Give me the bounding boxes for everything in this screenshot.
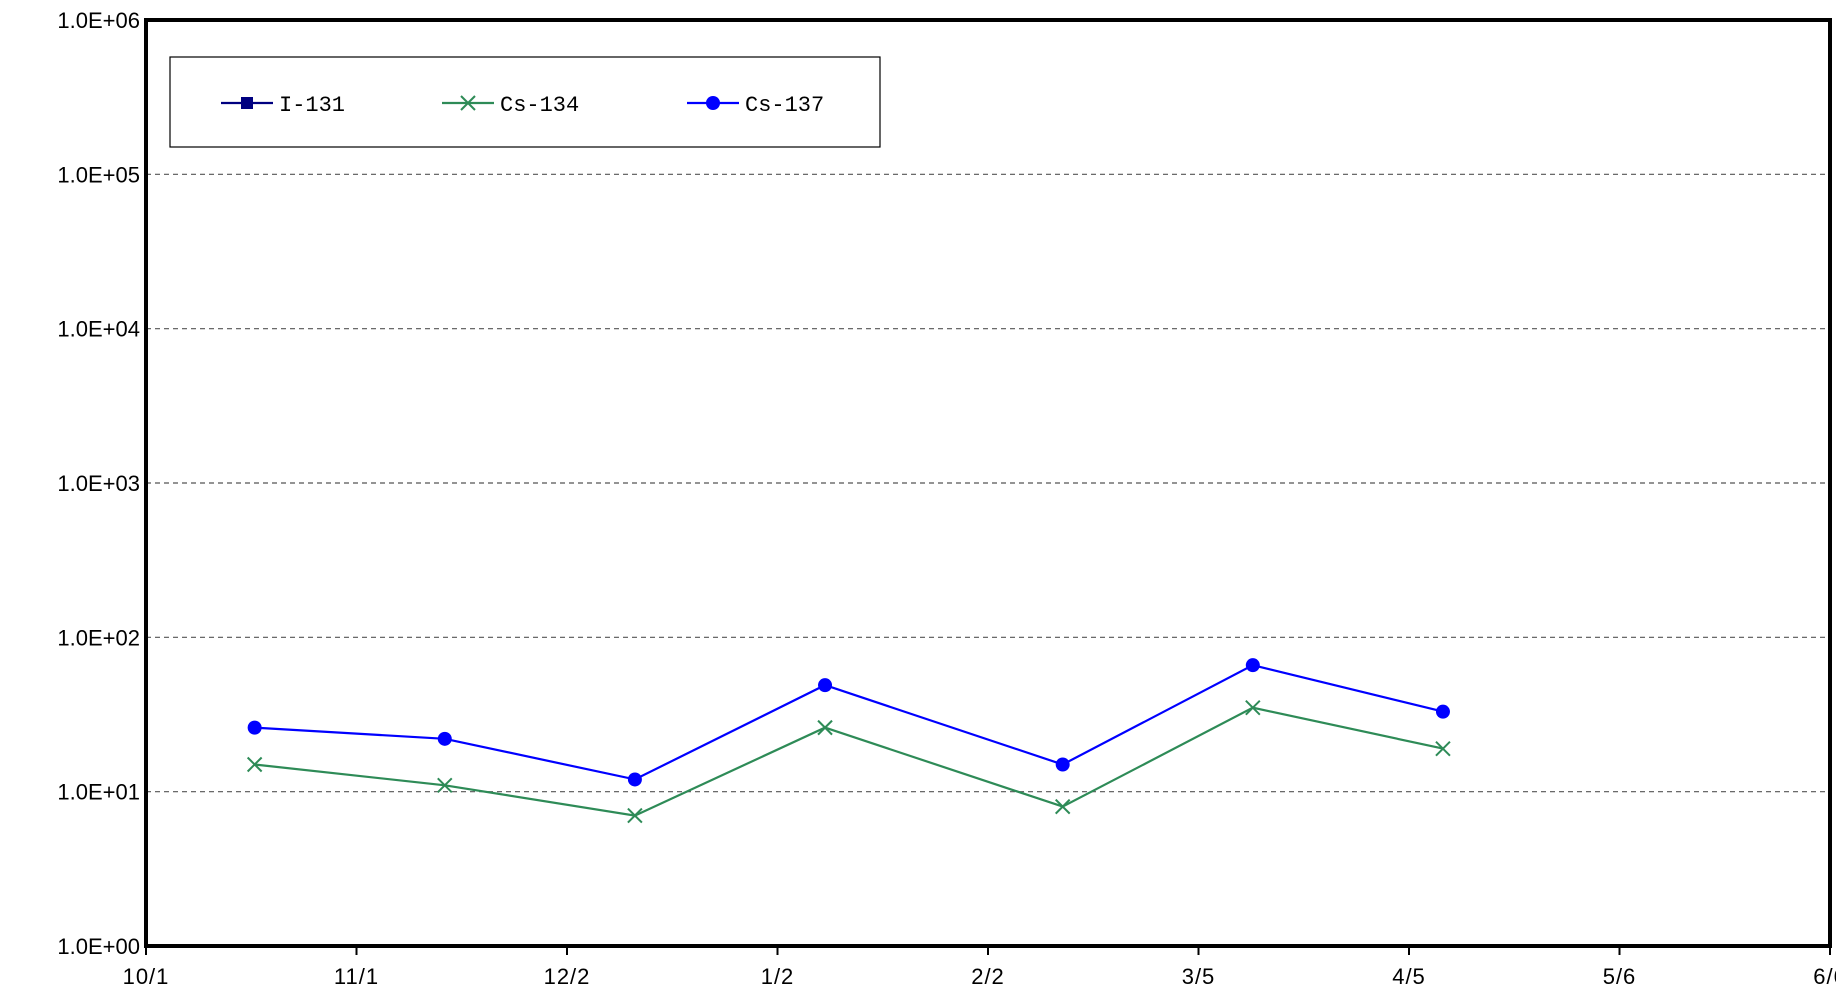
data-point-cs-134 [437, 777, 453, 793]
legend-entry-cs-134: Cs-134 [442, 93, 579, 118]
x-tick-label: 1/2 [761, 964, 795, 989]
legend-marker-cs-134 [460, 95, 476, 111]
x-tick-label: 11/1 [334, 964, 379, 989]
x-tick-label: 4/5 [1392, 964, 1426, 989]
x-tick-label: 3/5 [1182, 964, 1216, 989]
data-point-cs-137 [437, 731, 452, 746]
data-point-cs-137 [818, 678, 833, 693]
series-cs-137 [247, 658, 1450, 787]
legend: I-131 Cs-134 Cs-137 [169, 56, 881, 148]
y-tick-label: 1.0E+04 [57, 317, 140, 342]
data-point-cs-134 [1435, 740, 1451, 757]
data-point-cs-134 [817, 719, 833, 736]
x-tick-label: 6/6 [1813, 964, 1836, 989]
y-tick-label: 1.0E+02 [57, 625, 140, 650]
data-point-cs-137 [1055, 757, 1070, 772]
data-point-cs-134 [1054, 798, 1071, 815]
legend-marker-cs-137 [706, 96, 720, 110]
y-tick-label: 1.0E+01 [57, 780, 140, 805]
legend-marker-i-131 [241, 97, 253, 109]
series-layer [246, 658, 1451, 824]
y-tick-label: 1.0E+00 [57, 934, 140, 959]
x-axis: 10/1 11/1 12/2 1/2 2/2 3/5 4/5 5/6 6/6 [123, 946, 1836, 989]
x-tick-label: 2/2 [971, 964, 1005, 989]
y-tick-label: 1.0E+03 [57, 471, 140, 496]
y-tick-label: 1.0E+05 [57, 162, 140, 187]
series-line-cs-134 [254, 706, 1444, 817]
y-axis: 1.0E+00 1.0E+01 1.0E+02 1.0E+03 1.0E+04 1.0E+… [57, 8, 140, 959]
data-point-cs-134 [1245, 699, 1261, 716]
legend-label-cs-137: Cs-137 [745, 93, 824, 118]
y-tick-label: 1.0E+06 [57, 8, 140, 33]
data-point-cs-134 [627, 807, 643, 824]
data-point-cs-137 [247, 720, 262, 735]
data-point-cs-137 [627, 772, 642, 787]
grid-lines [146, 173, 1830, 793]
legend-entry-i-131: I-131 [221, 93, 345, 118]
legend-label-i-131: I-131 [279, 93, 345, 118]
legend-entry-cs-137: Cs-137 [687, 93, 824, 118]
legend-label-cs-134: Cs-134 [500, 93, 579, 118]
x-tick-label: 10/1 [123, 964, 170, 989]
series-line-cs-137 [254, 664, 1444, 781]
x-tick-label: 5/6 [1603, 964, 1637, 989]
data-point-cs-137 [1245, 658, 1260, 673]
series-cs-134 [246, 699, 1451, 824]
x-tick-label: 12/2 [544, 964, 591, 989]
legend-box [169, 56, 881, 148]
data-point-cs-134 [246, 756, 263, 773]
data-point-cs-137 [1435, 704, 1450, 719]
